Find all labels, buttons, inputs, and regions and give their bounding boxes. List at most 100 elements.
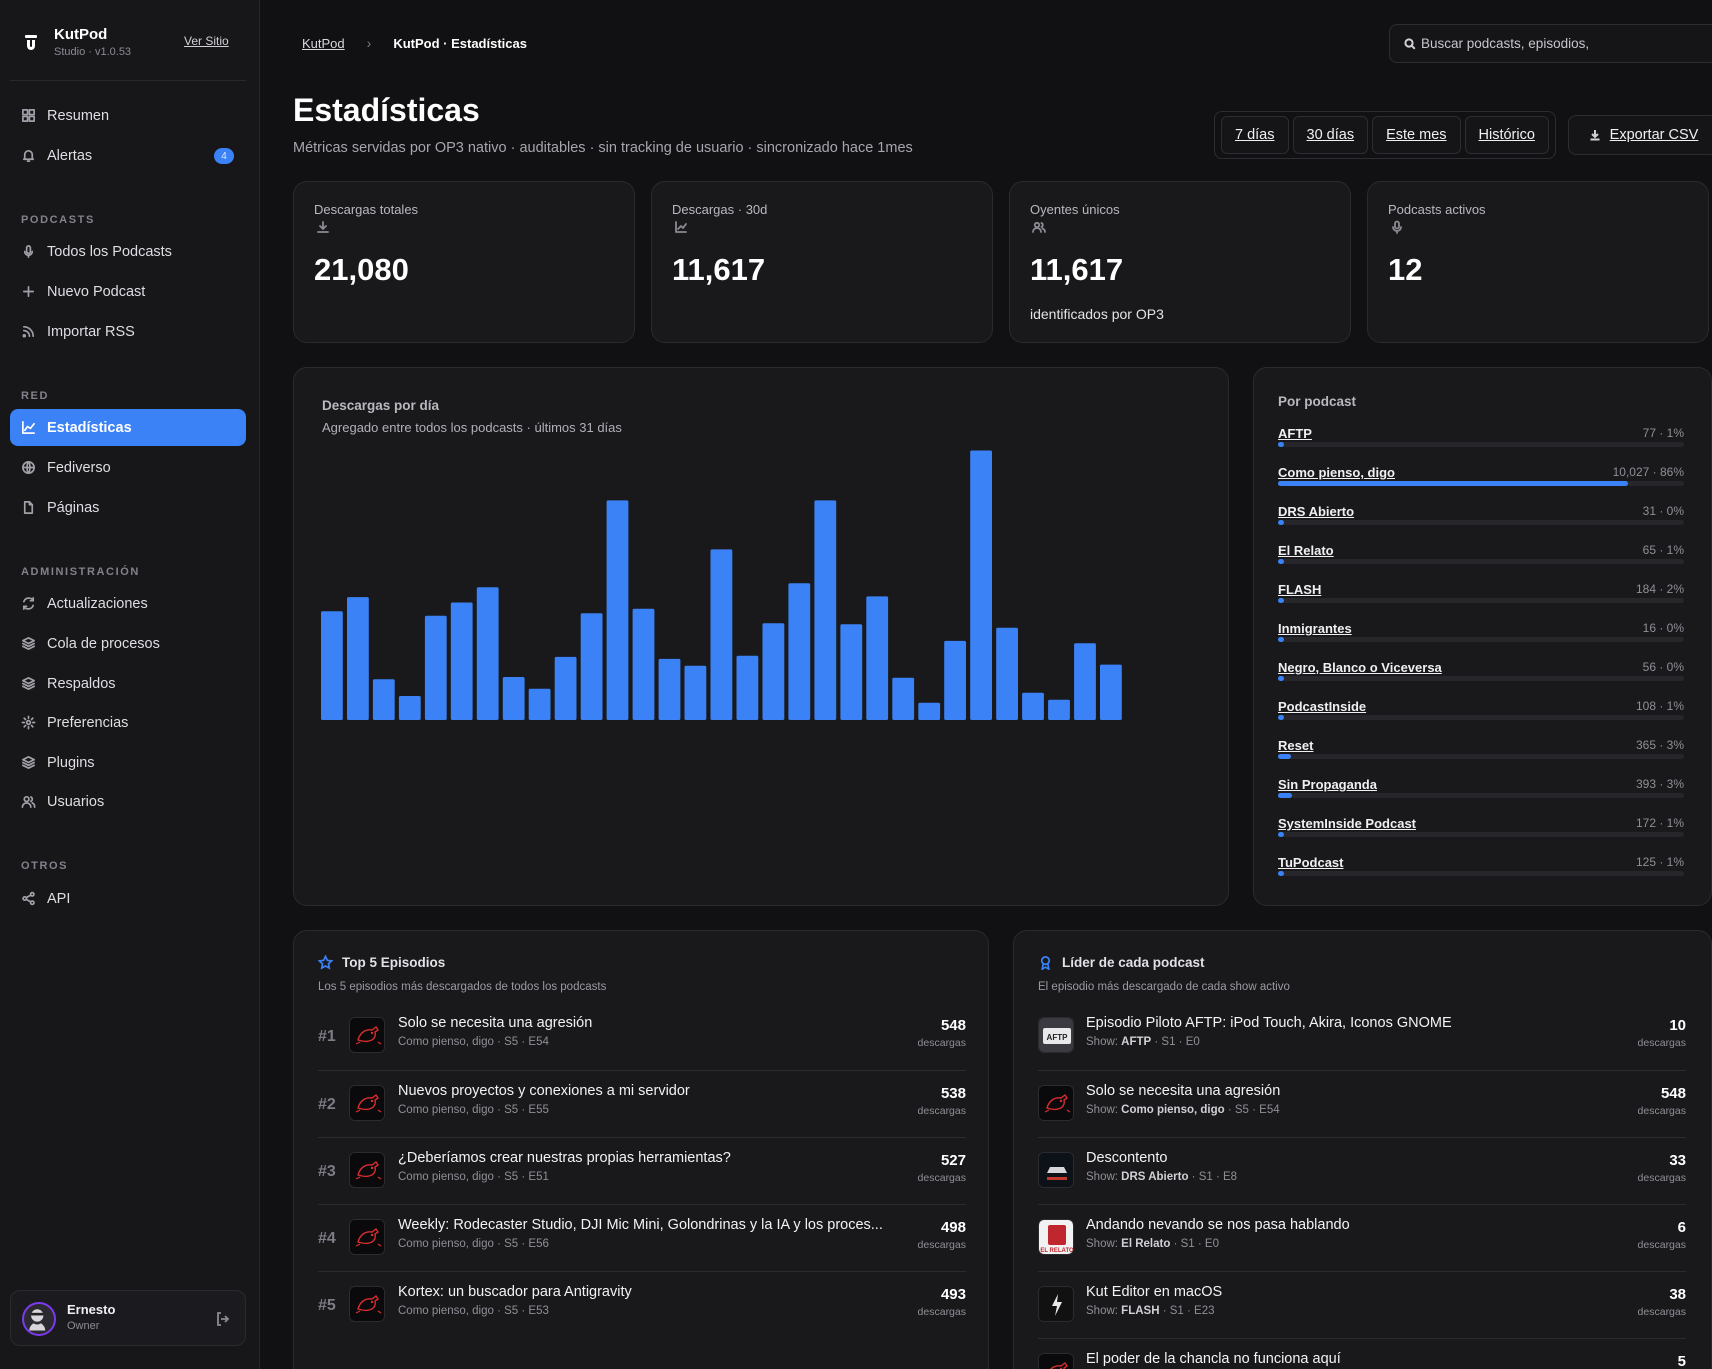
breadcrumb-root-link[interactable]: KutPod — [302, 35, 345, 51]
sidebar-item-usuarios[interactable]: Usuarios — [10, 783, 246, 820]
episode-rank: #2 — [318, 1096, 336, 1113]
sidebar-item-label: Importar RSS — [47, 323, 135, 340]
sidebar-item-paginas[interactable]: Páginas — [10, 489, 246, 526]
stat-label: Descargas totales — [314, 202, 419, 217]
episode-meta: Show: AFTP · S1 · E0 — [1086, 1036, 1200, 1048]
by-podcast-row: Sin Propaganda 393 · 3% — [1278, 777, 1684, 816]
episode-meta: Show: El Relato · S1 · E0 — [1086, 1238, 1219, 1250]
podcast-cover-image — [1038, 1152, 1074, 1188]
avatar — [22, 1302, 56, 1336]
podcast-name-link[interactable]: DRS Abierto — [1278, 504, 1355, 519]
sidebar-item-todos-los-podcasts[interactable]: Todos los Podcasts — [10, 233, 246, 270]
episode-title: El poder de la chancla no funciona aquí — [1086, 1351, 1341, 1367]
daily-downloads-chart — [321, 450, 1122, 720]
rss-icon — [22, 325, 35, 338]
logout-icon[interactable] — [215, 1311, 231, 1327]
view-site-link[interactable]: Ver Sitio — [184, 34, 229, 48]
top-episode-row[interactable]: #1 Solo se necesita una agresión Como pien… — [318, 1003, 966, 1070]
leader-row[interactable]: Kut Editor en macOS Show: FLASH · S1 · E2… — [1038, 1271, 1686, 1338]
sidebar-item-preferencias[interactable]: Preferencias — [10, 704, 246, 741]
chart-bar — [632, 608, 655, 720]
by-podcast-card: Por podcast AFTP 77 · 1% Como pienso, digo… — [1253, 367, 1712, 906]
podcast-name-link[interactable]: SystemInside Podcast — [1278, 816, 1416, 831]
podcast-name-link[interactable]: Negro, Blanco o Viceversa — [1278, 660, 1442, 675]
chart-bar — [502, 677, 525, 720]
range-30-days-button[interactable]: 30 días — [1292, 116, 1369, 154]
podcast-name-link[interactable]: Sin Propaganda — [1278, 777, 1377, 792]
range-7-days-button[interactable]: 7 días — [1221, 116, 1289, 154]
podcast-name-link[interactable]: PodcastInside — [1278, 699, 1367, 714]
search-input[interactable] — [1421, 36, 1711, 51]
sidebar-item-nuevo-podcast[interactable]: Nuevo Podcast — [10, 273, 246, 310]
episode-download-unit: descargas — [917, 1105, 966, 1117]
podcast-share-bar — [1278, 637, 1284, 642]
leader-row[interactable]: EL RELATO Andando nevando se nos pasa hab… — [1038, 1204, 1686, 1271]
leader-row[interactable]: Descontento Show: DRS Abierto · S1 · E8 33… — [1038, 1137, 1686, 1204]
top-episode-row[interactable]: #2 Nuevos proyectos y conexiones a mi ser… — [318, 1070, 966, 1137]
podcast-name-link[interactable]: Inmigrantes — [1278, 621, 1352, 636]
show-name: AFTP — [1121, 1036, 1152, 1048]
episode-download-count: 548 — [1660, 1085, 1686, 1102]
export-csv-button[interactable]: Exportar CSV — [1568, 115, 1712, 155]
chart-bar — [996, 627, 1018, 720]
podcast-download-value: 65 · 1% — [1642, 543, 1684, 557]
sidebar-item-resumen[interactable]: Resumen — [10, 97, 246, 134]
episode-meta: Show: Como pienso, digo · S5 · E54 — [1086, 1104, 1280, 1116]
episode-meta: Show: FLASH · S1 · E23 — [1086, 1305, 1214, 1317]
podcast-name-link[interactable]: El Relato — [1278, 543, 1334, 558]
sidebar-item-actualizaciones[interactable]: Actualizaciones — [10, 585, 246, 622]
podcast-name-link[interactable]: Reset — [1278, 738, 1314, 753]
leaders-card: Líder de cada podcast El episodio más de… — [1013, 930, 1712, 1369]
layers-icon — [22, 637, 35, 650]
range-this-month-button[interactable]: Este mes — [1372, 116, 1461, 154]
leader-row[interactable]: El poder de la chancla no funciona aquí 5… — [1038, 1338, 1686, 1369]
chart-bar — [736, 655, 759, 720]
sidebar-item-alertas[interactable]: Alertas 4 — [10, 137, 246, 174]
episode-title: Kut Editor en macOS — [1086, 1284, 1223, 1300]
podcast-name-link[interactable]: AFTP — [1278, 426, 1312, 441]
stat-value: 11,617 — [672, 252, 766, 287]
podcast-share-track — [1278, 637, 1684, 642]
top-episode-row[interactable]: #4 Weekly: Rodecaster Studio, DJI Mic Min… — [318, 1204, 966, 1271]
leader-row[interactable]: AFTP Episodio Piloto AFTP: iPod Touch, Ak… — [1038, 1003, 1686, 1070]
search-box[interactable] — [1389, 24, 1712, 63]
episode-download-count: 6 — [1677, 1219, 1686, 1236]
sidebar-item-api[interactable]: API — [10, 880, 246, 917]
by-podcast-row: Inmigrantes 16 · 0% — [1278, 621, 1684, 660]
sidebar-item-plugins[interactable]: Plugins — [10, 744, 246, 781]
episode-title: ¿Deberíamos crear nuestras propias herra… — [398, 1150, 731, 1166]
chart-bar — [684, 665, 707, 720]
leader-row[interactable]: Solo se necesita una agresión Show: Como … — [1038, 1070, 1686, 1137]
sidebar-item-label: Preferencias — [47, 714, 129, 731]
podcast-name-link[interactable]: TuPodcast — [1278, 855, 1344, 870]
chart-bar — [450, 602, 473, 720]
podcast-share-bar — [1278, 442, 1284, 447]
sidebar-item-respaldos[interactable]: Respaldos — [10, 665, 246, 702]
grid-icon — [22, 109, 35, 122]
top-episode-row[interactable]: #5 Kortex: un buscador para Antigravity Co… — [318, 1271, 966, 1338]
episode-season-number: · S5 · E54 — [1224, 1104, 1280, 1116]
top-episode-row[interactable]: #3 ¿Deberíamos crear nuestras propias her… — [318, 1137, 966, 1204]
sidebar-item-label: Usuarios — [47, 793, 105, 810]
stat-subtext: identificados por OP3 — [1030, 306, 1164, 322]
sidebar-item-importar-rss[interactable]: Importar RSS — [10, 313, 246, 350]
podcast-cover-image — [1038, 1085, 1074, 1121]
breadcrumb-current: KutPod · Estadísticas — [393, 35, 527, 51]
podcast-share-track — [1278, 832, 1684, 837]
range-historic-button[interactable]: Histórico — [1464, 116, 1549, 154]
podcast-share-track — [1278, 559, 1684, 564]
chart-bar — [398, 696, 421, 720]
podcast-name-link[interactable]: FLASH — [1278, 582, 1322, 597]
by-podcast-row: Negro, Blanco o Viceversa 56 · 0% — [1278, 660, 1684, 699]
episode-title: Nuevos proyectos y conexiones a mi servi… — [398, 1083, 690, 1099]
podcast-share-bar — [1278, 793, 1292, 798]
sidebar-item-estadisticas[interactable]: Estadísticas — [10, 409, 246, 446]
podcast-download-value: 77 · 1% — [1642, 426, 1684, 440]
sidebar-item-label: Todos los Podcasts — [47, 243, 172, 260]
podcast-name-link[interactable]: Como pienso, digo — [1278, 465, 1395, 480]
sidebar-item-cola-de-procesos[interactable]: Cola de procesos — [10, 625, 246, 662]
kutpod-logo-icon — [25, 35, 37, 50]
share-icon — [22, 891, 35, 906]
sidebar-item-fediverso[interactable]: Fediverso — [10, 449, 246, 486]
user-card[interactable]: Ernesto Owner — [10, 1290, 246, 1346]
